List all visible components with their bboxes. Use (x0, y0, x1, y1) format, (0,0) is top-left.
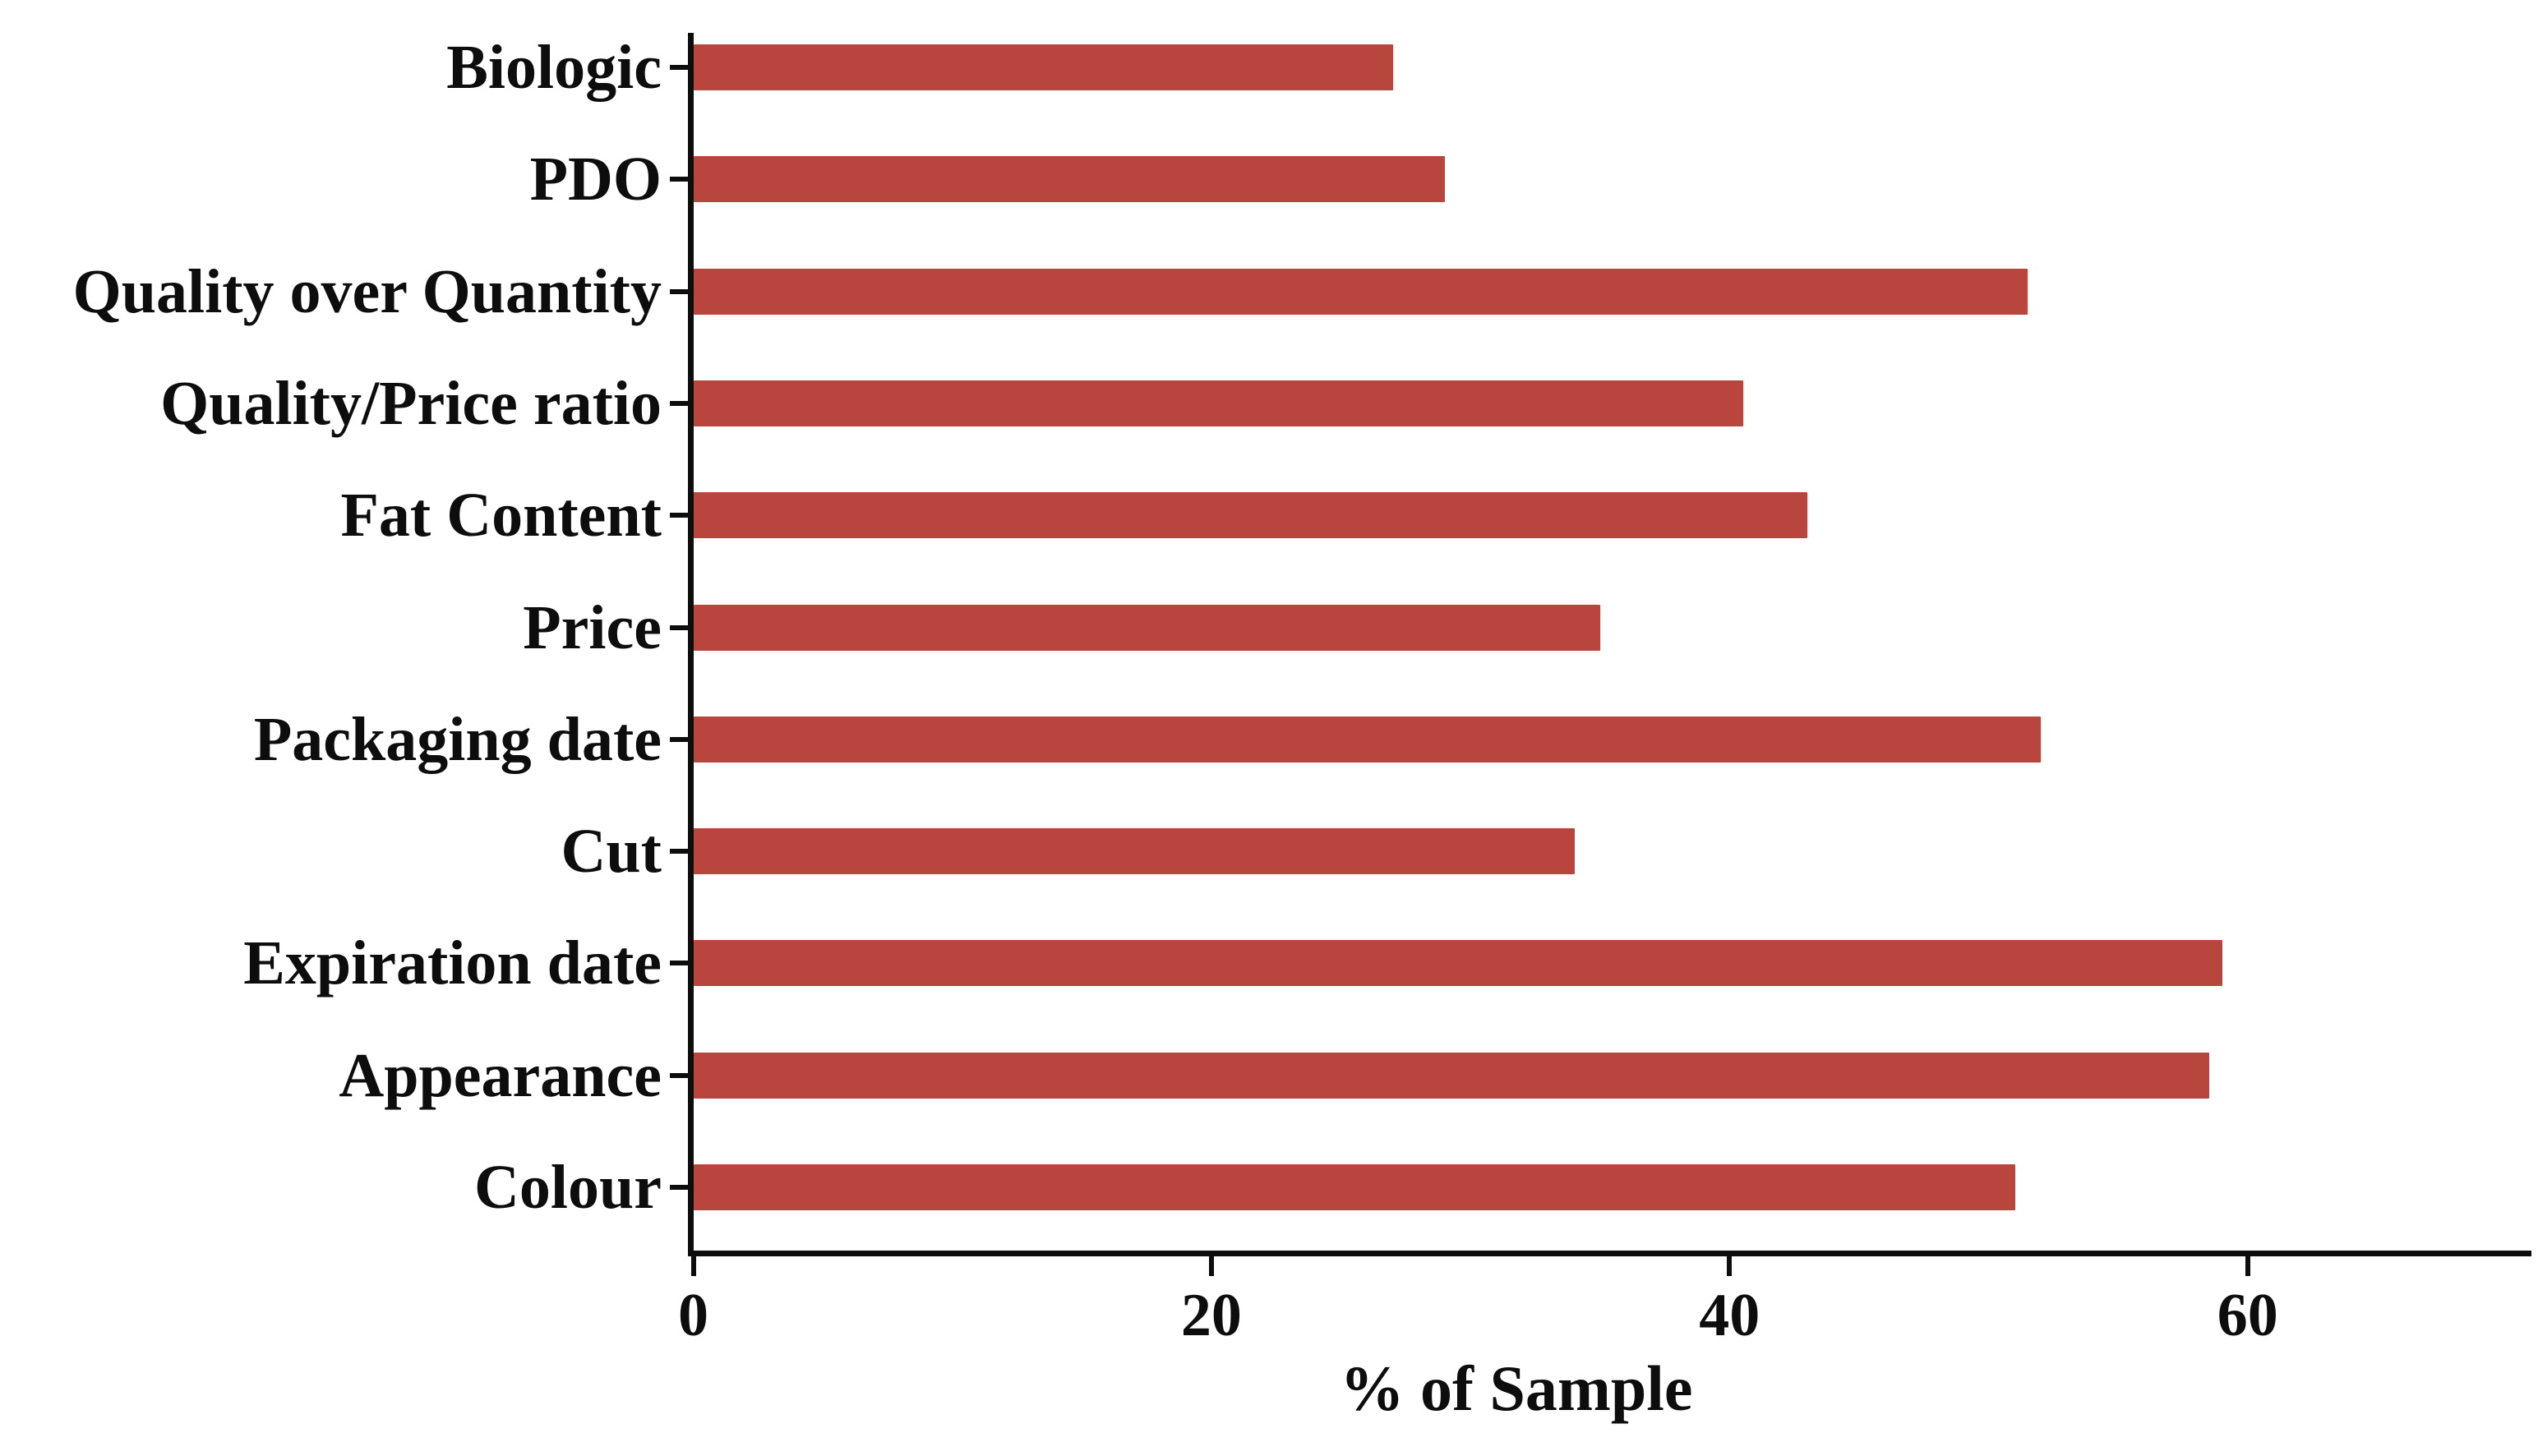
bar-fat-content (694, 492, 1808, 539)
category-label-quality-over-quantity: Quality over Quantity (72, 256, 662, 326)
x-tick-mark-60 (2245, 1256, 2250, 1276)
x-tick-mark-0 (690, 1256, 696, 1276)
y-tick-cut (670, 849, 688, 855)
category-label-quality-price-ratio: Quality/Price ratio (160, 368, 662, 438)
y-tick-colour (670, 1185, 688, 1190)
x-tick-label-0: 0 (678, 1282, 708, 1349)
bar-colour (694, 1164, 2015, 1210)
category-label-colour: Colour (474, 1153, 662, 1222)
category-label-pdo: PDO (529, 145, 662, 214)
bar-price (694, 604, 1601, 651)
y-tick-appearance (670, 1072, 688, 1078)
category-label-biologic: Biologic (446, 33, 662, 102)
y-tick-fat-content (670, 513, 688, 518)
x-axis-line (688, 1251, 2531, 1256)
x-tick-label-60: 60 (2217, 1282, 2278, 1349)
category-label-cut: Cut (561, 817, 662, 887)
y-axis-line (688, 33, 694, 1256)
bar-expiration-date (694, 940, 2222, 987)
bar-cut (694, 828, 1575, 875)
y-tick-biologic (670, 65, 688, 70)
category-label-price: Price (523, 592, 662, 662)
bar-appearance (694, 1052, 2209, 1099)
x-axis-title: % of Sample (1340, 1352, 1693, 1424)
x-tick-label-40: 40 (1699, 1282, 1760, 1349)
bar-packaging-date (694, 716, 2042, 763)
y-tick-packaging-date (670, 736, 688, 742)
x-tick-label-20: 20 (1180, 1282, 1242, 1349)
x-tick-mark-40 (1727, 1256, 1733, 1276)
x-tick-mark-20 (1208, 1256, 1214, 1276)
bar-pdo (694, 156, 1446, 203)
bar-quality-over-quantity (694, 268, 2028, 315)
y-tick-quality-over-quantity (670, 288, 688, 294)
y-tick-price (670, 624, 688, 630)
category-label-expiration-date: Expiration date (243, 928, 662, 998)
category-label-appearance: Appearance (339, 1040, 662, 1110)
y-tick-quality-price-ratio (670, 400, 688, 406)
category-label-packaging-date: Packaging date (253, 704, 662, 774)
y-tick-pdo (670, 177, 688, 182)
bar-biologic (694, 44, 1394, 90)
y-tick-expiration-date (670, 961, 688, 966)
category-label-fat-content: Fat Content (340, 481, 662, 551)
bar-quality-price-ratio (694, 380, 1743, 426)
